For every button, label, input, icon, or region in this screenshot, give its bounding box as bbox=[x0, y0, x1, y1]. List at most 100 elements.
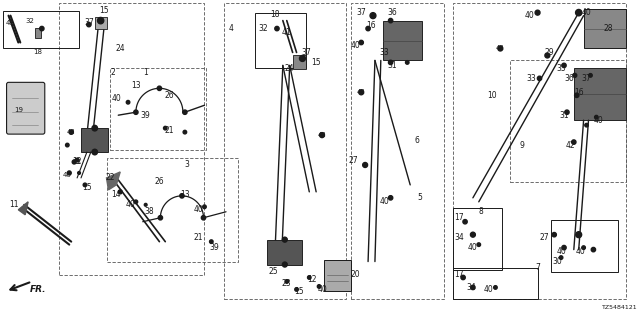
Circle shape bbox=[282, 262, 287, 267]
Text: 21: 21 bbox=[194, 233, 204, 242]
Text: 37: 37 bbox=[356, 8, 366, 17]
Text: 39: 39 bbox=[209, 243, 219, 252]
Circle shape bbox=[183, 130, 187, 134]
Circle shape bbox=[535, 10, 540, 15]
Text: 40: 40 bbox=[351, 41, 360, 50]
Text: 15: 15 bbox=[311, 58, 321, 67]
Text: FR.: FR. bbox=[30, 285, 47, 294]
Text: 41: 41 bbox=[282, 28, 292, 37]
Circle shape bbox=[498, 46, 503, 51]
Circle shape bbox=[97, 17, 104, 24]
Circle shape bbox=[144, 204, 147, 206]
Circle shape bbox=[363, 163, 367, 167]
Text: 16: 16 bbox=[366, 21, 376, 30]
Text: 10: 10 bbox=[488, 91, 497, 100]
Circle shape bbox=[300, 55, 305, 61]
Circle shape bbox=[282, 237, 287, 242]
Text: 40: 40 bbox=[194, 205, 204, 214]
Bar bbox=[574, 68, 626, 120]
Circle shape bbox=[69, 130, 74, 134]
Text: 33: 33 bbox=[380, 48, 390, 57]
Bar bbox=[292, 55, 307, 69]
Text: 29: 29 bbox=[545, 48, 554, 57]
Circle shape bbox=[72, 160, 76, 164]
Text: 40: 40 bbox=[317, 285, 327, 294]
Text: 35: 35 bbox=[556, 64, 566, 73]
Text: 27: 27 bbox=[540, 233, 549, 242]
Text: 40: 40 bbox=[380, 197, 390, 206]
Circle shape bbox=[118, 190, 122, 194]
Text: 39: 39 bbox=[141, 111, 150, 120]
Circle shape bbox=[573, 73, 577, 77]
Circle shape bbox=[40, 26, 44, 31]
Circle shape bbox=[582, 246, 586, 249]
Circle shape bbox=[180, 194, 184, 198]
Circle shape bbox=[308, 276, 311, 279]
Text: 17: 17 bbox=[454, 270, 464, 279]
Text: 36: 36 bbox=[388, 8, 397, 17]
FancyBboxPatch shape bbox=[6, 82, 45, 134]
Text: 16: 16 bbox=[574, 88, 584, 97]
Text: 24: 24 bbox=[285, 64, 294, 73]
Text: 25: 25 bbox=[268, 267, 278, 276]
Bar bbox=[584, 9, 626, 49]
Bar bbox=[453, 208, 502, 269]
Text: 3: 3 bbox=[184, 160, 189, 170]
Text: 37: 37 bbox=[84, 18, 93, 27]
Circle shape bbox=[202, 216, 205, 220]
Text: 42: 42 bbox=[496, 45, 505, 52]
Circle shape bbox=[92, 149, 97, 155]
Text: 40: 40 bbox=[525, 11, 534, 20]
Text: 9: 9 bbox=[520, 140, 524, 149]
Circle shape bbox=[370, 13, 376, 19]
Bar bbox=[383, 20, 422, 60]
Circle shape bbox=[92, 125, 97, 131]
Circle shape bbox=[591, 247, 596, 252]
Circle shape bbox=[589, 74, 592, 77]
Circle shape bbox=[564, 110, 569, 114]
Circle shape bbox=[359, 90, 364, 95]
Text: 40: 40 bbox=[556, 247, 566, 256]
Text: 19: 19 bbox=[14, 107, 23, 113]
Text: 42: 42 bbox=[357, 89, 365, 95]
Text: 40: 40 bbox=[593, 116, 603, 125]
Text: 27: 27 bbox=[349, 156, 358, 164]
Bar bbox=[324, 260, 351, 292]
Circle shape bbox=[470, 232, 476, 237]
Text: 13: 13 bbox=[131, 81, 141, 90]
Text: 40: 40 bbox=[111, 94, 121, 103]
Text: 5: 5 bbox=[417, 193, 422, 202]
Circle shape bbox=[157, 86, 161, 91]
Bar bbox=[267, 240, 303, 265]
Text: 6: 6 bbox=[415, 136, 419, 145]
Text: 18: 18 bbox=[270, 10, 280, 19]
Circle shape bbox=[76, 158, 79, 162]
Text: 22: 22 bbox=[106, 173, 115, 182]
Bar bbox=[111, 68, 207, 150]
Text: 37: 37 bbox=[582, 74, 591, 83]
Circle shape bbox=[406, 60, 409, 64]
Polygon shape bbox=[19, 202, 28, 215]
Circle shape bbox=[366, 26, 370, 31]
Text: 8: 8 bbox=[478, 207, 483, 216]
Text: 26: 26 bbox=[155, 177, 164, 187]
Circle shape bbox=[182, 110, 187, 114]
Circle shape bbox=[552, 233, 556, 237]
Text: 15: 15 bbox=[99, 6, 108, 15]
Text: 13: 13 bbox=[180, 190, 189, 199]
Circle shape bbox=[388, 19, 393, 23]
Circle shape bbox=[559, 256, 563, 260]
Bar bbox=[510, 60, 626, 182]
Text: 40: 40 bbox=[484, 285, 493, 294]
Text: 38: 38 bbox=[145, 207, 154, 216]
Circle shape bbox=[317, 285, 321, 288]
Text: 31: 31 bbox=[388, 61, 397, 70]
Text: 40: 40 bbox=[576, 247, 586, 256]
Circle shape bbox=[388, 60, 393, 65]
Text: 14: 14 bbox=[111, 190, 121, 199]
Circle shape bbox=[295, 288, 298, 291]
Bar bbox=[453, 268, 538, 300]
Text: 34: 34 bbox=[466, 283, 476, 292]
Text: 36: 36 bbox=[564, 74, 574, 83]
Text: 7: 7 bbox=[535, 263, 540, 272]
